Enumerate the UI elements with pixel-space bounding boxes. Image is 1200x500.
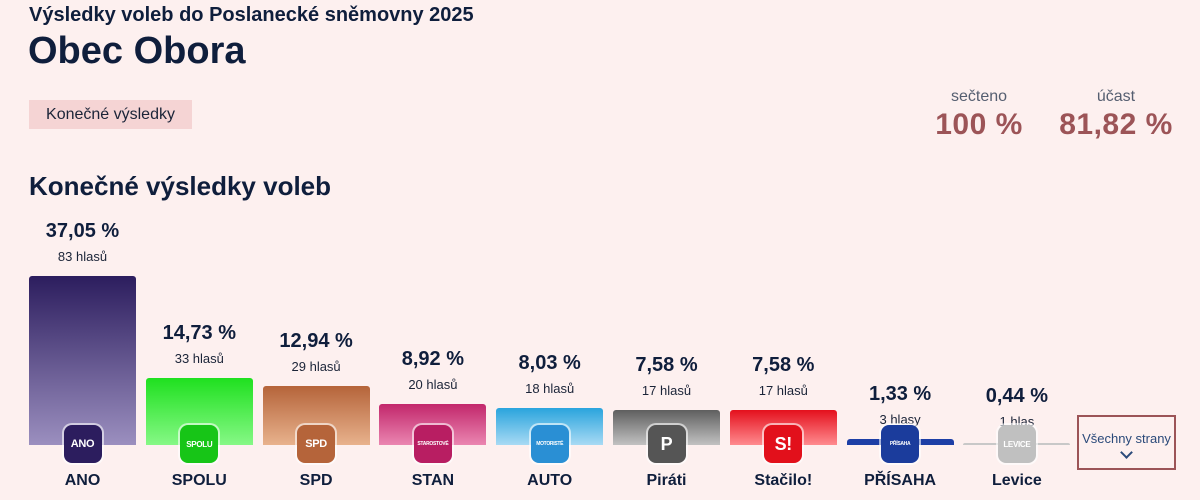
party-logo-icon: MOTORISTÉ (530, 425, 569, 463)
party-logo-icon: S! (764, 425, 803, 463)
bar-votes-label: 29 hlasů (291, 359, 341, 374)
party-name-label: Levice (991, 472, 1042, 489)
party-logo-icon: STAROSTOVÉ (413, 425, 452, 463)
party-name-label: STAN (411, 472, 455, 489)
bar-votes-label: 17 hlasů (641, 383, 692, 398)
page-title: Obec Obora (28, 30, 246, 72)
party-name-label: SPOLU (171, 472, 227, 489)
all-parties-button[interactable]: Všechny strany (1077, 415, 1176, 470)
party-logo-icon: LEVICE (997, 425, 1036, 463)
party-logo-icon: SPD (297, 425, 336, 463)
party-name-label: PŘÍSAHA (864, 472, 937, 489)
party-column-auto[interactable]: 8,03 % 18 hlasů MOTORISTÉ AUTO (496, 0, 604, 500)
party-name-label: Stačilo! (754, 472, 813, 489)
party-logo-icon: ANO (63, 425, 102, 463)
bar-value-label: 8,92 % (401, 348, 465, 370)
party-column-přísaha[interactable]: 1,33 % 3 hlasy PŘÍSAHA PŘÍSAHA (846, 0, 954, 500)
party-logo-icon: SPOLU (180, 425, 219, 463)
status-badge: Konečné výsledky (29, 100, 192, 129)
party-logo-icon: P (647, 425, 686, 463)
party-column-piráti[interactable]: 7,58 % 17 hlasů P Piráti (613, 0, 720, 500)
party-column-spolu[interactable]: 14,73 % 33 hlasů SPOLU SPOLU (145, 0, 253, 500)
turnout-value: 81,82 % (1059, 108, 1173, 141)
bar-value-label: 14,73 % (162, 322, 236, 344)
bar-value-label: 12,94 % (279, 330, 353, 352)
party-name-label: Piráti (646, 472, 687, 489)
election-subtitle: Výsledky voleb do Poslanecké sněmovny 20… (29, 4, 474, 26)
party-column-ano[interactable]: 37,05 % 83 hlasů ANO ANO (29, 0, 136, 500)
bar-ano (29, 276, 136, 445)
bar-value-label: 8,03 % (518, 352, 581, 374)
turnout-label: účast (1096, 88, 1136, 105)
bar-value-label: 7,58 % (635, 354, 698, 376)
bar-value-label: 0,44 % (985, 385, 1049, 407)
party-name-label: AUTO (527, 472, 573, 489)
counted-stat: sečteno 100 % (926, 88, 1032, 142)
counted-label: sečteno (950, 88, 1008, 105)
chevron-down-icon (1120, 446, 1133, 459)
party-name-label: SPD (299, 472, 333, 489)
section-title: Konečné výsledky voleb (29, 171, 332, 201)
turnout-stat: účast 81,82 % (1052, 88, 1180, 142)
party-logo-icon: PŘÍSAHA (881, 425, 920, 463)
party-column-stačilo![interactable]: 7,58 % 17 hlasů S! Stačilo! (729, 0, 837, 500)
bar-votes-label: 17 hlasů (758, 383, 808, 398)
bar-value-label: 7,58 % (752, 354, 815, 376)
party-name-label: ANO (64, 472, 101, 489)
bar-votes-label: 83 hlasů (57, 249, 108, 264)
party-column-levice[interactable]: 0,44 % 1 hlas LEVICE Levice (963, 0, 1071, 500)
bar-value-label: 37,05 % (45, 220, 120, 242)
bar-votes-label: 18 hlasů (525, 381, 575, 396)
all-parties-label: Všechny strany (1082, 431, 1171, 446)
bar-votes-label: 3 hlasy (879, 412, 921, 427)
bar-votes-label: 20 hlasů (408, 377, 458, 392)
bar-votes-label: 33 hlasů (174, 351, 224, 366)
party-column-spd[interactable]: 12,94 % 29 hlasů SPD SPD (262, 0, 370, 500)
counted-value: 100 % (935, 108, 1023, 141)
bar-value-label: 1,33 % (868, 383, 932, 405)
party-column-stan[interactable]: 8,92 % 20 hlasů STAROSTOVÉ STAN (379, 0, 487, 500)
